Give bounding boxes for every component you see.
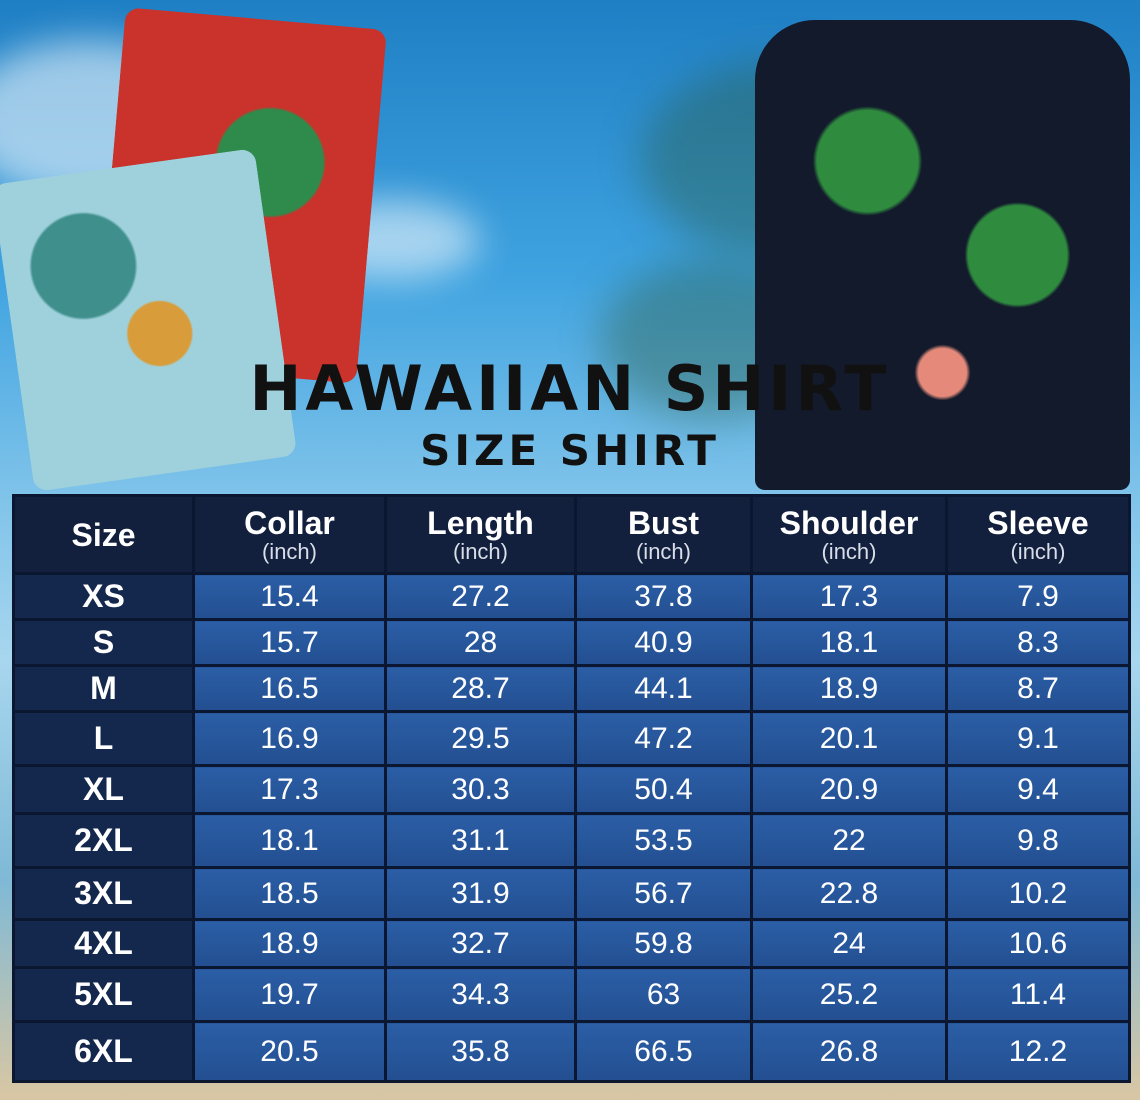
header-label: Bust [627,504,700,541]
value-cell: 8.3 [945,618,1131,667]
size-cell: 4XL [12,918,195,969]
header-unit: (inch) [1010,538,1066,564]
size-cell: M [12,664,195,713]
size-cell: 6XL [12,1020,195,1083]
size-cell: XS [12,572,195,621]
table-row: S 15.7 28 40.9 18.1 8.3 [12,618,1131,667]
value-cell: 18.5 [192,866,387,921]
value-cell: 18.9 [192,918,387,969]
column-header: Collar (inch) [192,494,387,575]
value-cell: 59.8 [574,918,753,969]
value-cell: 8.7 [945,664,1131,713]
value-cell: 20.1 [750,710,948,767]
value-cell: 22.8 [750,866,948,921]
value-cell: 29.5 [384,710,577,767]
size-cell: 3XL [12,866,195,921]
size-cell: 2XL [12,812,195,869]
value-cell: 28 [384,618,577,667]
column-header: Shoulder (inch) [750,494,948,575]
value-cell: 50.4 [574,764,753,815]
table-row: 5XL 19.7 34.3 63 25.2 11.4 [12,966,1131,1023]
value-cell: 16.5 [192,664,387,713]
value-cell: 25.2 [750,966,948,1023]
table-row: 2XL 18.1 31.1 53.5 22 9.8 [12,812,1131,869]
value-cell: 53.5 [574,812,753,869]
value-cell: 28.7 [384,664,577,713]
value-cell: 9.4 [945,764,1131,815]
header-unit: (inch) [261,538,317,564]
value-cell: 16.9 [192,710,387,767]
header-label: Sleeve [987,504,1089,541]
value-cell: 18.1 [192,812,387,869]
value-cell: 24 [750,918,948,969]
size-cell: S [12,618,195,667]
value-cell: 22 [750,812,948,869]
column-header: Size [12,494,195,575]
value-cell: 26.8 [750,1020,948,1083]
value-cell: 12.2 [945,1020,1131,1083]
header-unit: (inch) [821,538,877,564]
value-cell: 10.6 [945,918,1131,969]
value-cell: 15.4 [192,572,387,621]
value-cell: 56.7 [574,866,753,921]
value-cell: 40.9 [574,618,753,667]
size-cell: L [12,710,195,767]
value-cell: 35.8 [384,1020,577,1083]
value-cell: 32.7 [384,918,577,969]
value-cell: 37.8 [574,572,753,621]
column-header: Sleeve (inch) [945,494,1131,575]
flamingo-shirt-model-image [755,20,1130,490]
value-cell: 34.3 [384,966,577,1023]
value-cell: 20.9 [750,764,948,815]
size-chart-table: Size Collar (inch) Length (inch) Bust (inch) Sh… [12,494,1131,1083]
value-cell: 47.2 [574,710,753,767]
value-cell: 9.8 [945,812,1131,869]
value-cell: 15.7 [192,618,387,667]
value-cell: 19.7 [192,966,387,1023]
header-unit: (inch) [635,538,691,564]
value-cell: 20.5 [192,1020,387,1083]
table-row: 4XL 18.9 32.7 59.8 24 10.6 [12,918,1131,969]
value-cell: 10.2 [945,866,1131,921]
value-cell: 7.9 [945,572,1131,621]
value-cell: 11.4 [945,966,1131,1023]
value-cell: 63 [574,966,753,1023]
value-cell: 18.1 [750,618,948,667]
value-cell: 30.3 [384,764,577,815]
table-row: XL 17.3 30.3 50.4 20.9 9.4 [12,764,1131,815]
value-cell: 18.9 [750,664,948,713]
column-header: Bust (inch) [574,494,753,575]
header-label: Size [71,516,136,553]
value-cell: 27.2 [384,572,577,621]
table-row: 3XL 18.5 31.9 56.7 22.8 10.2 [12,866,1131,921]
table-row: XS 15.4 27.2 37.8 17.3 7.9 [12,572,1131,621]
value-cell: 31.1 [384,812,577,869]
value-cell: 17.3 [750,572,948,621]
table-row: 6XL 20.5 35.8 66.5 26.8 12.2 [12,1020,1131,1083]
size-cell: 5XL [12,966,195,1023]
value-cell: 9.1 [945,710,1131,767]
table-row: M 16.5 28.7 44.1 18.9 8.7 [12,664,1131,713]
value-cell: 31.9 [384,866,577,921]
size-cell: XL [12,764,195,815]
page-title: HAWAIIAN SHIRT [249,352,891,425]
value-cell: 44.1 [574,664,753,713]
value-cell: 66.5 [574,1020,753,1083]
header-unit: (inch) [452,538,508,564]
header-label: Length [427,504,534,541]
header-label: Collar [244,504,335,541]
column-header: Length (inch) [384,494,577,575]
header-label: Shoulder [779,504,919,541]
value-cell: 17.3 [192,764,387,815]
page-subtitle: SIZE SHIRT [420,426,720,475]
table-row: L 16.9 29.5 47.2 20.1 9.1 [12,710,1131,767]
